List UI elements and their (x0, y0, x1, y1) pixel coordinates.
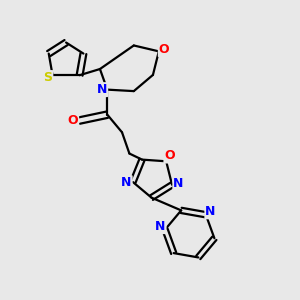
Text: S: S (43, 71, 52, 84)
Text: N: N (97, 83, 107, 96)
Text: O: O (159, 43, 170, 56)
Text: N: N (121, 176, 132, 189)
Text: O: O (68, 114, 78, 127)
Text: O: O (164, 149, 175, 163)
Text: N: N (155, 220, 166, 233)
Text: N: N (206, 205, 216, 218)
Text: N: N (173, 177, 184, 190)
